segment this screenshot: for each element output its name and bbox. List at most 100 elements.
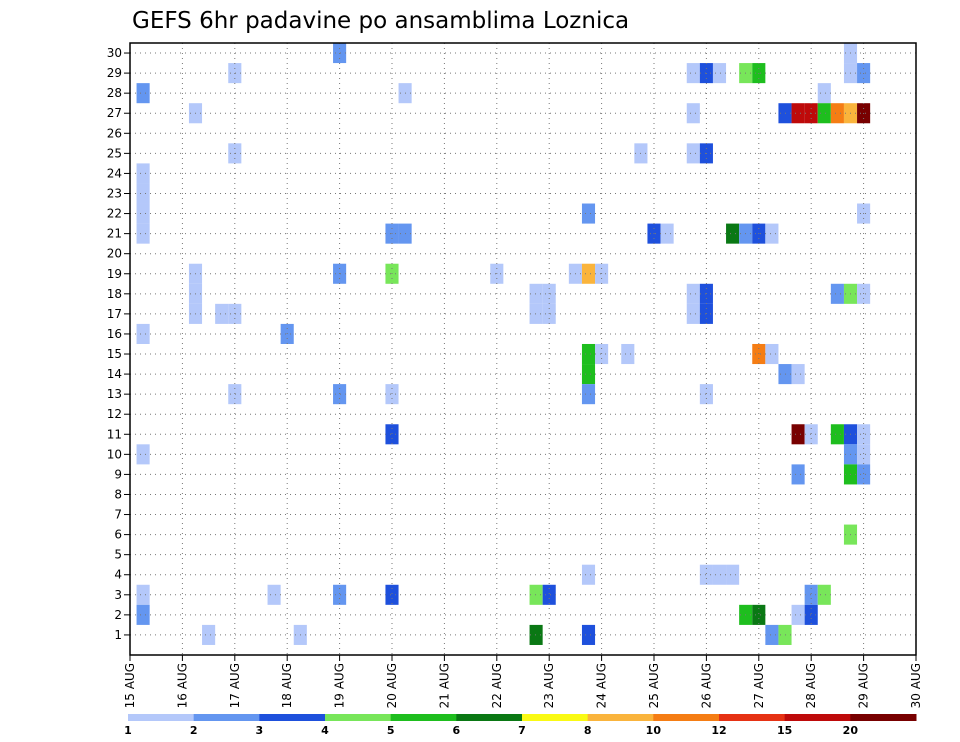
- heatmap-cell: [385, 384, 399, 405]
- heatmap-cell: [752, 343, 766, 365]
- heatmap-cell: [712, 63, 727, 84]
- heatmap-cell: [581, 364, 596, 385]
- colorbar-swatch: [587, 714, 654, 721]
- y-tick-label: 19: [107, 267, 122, 281]
- y-tick-label: 4: [114, 568, 122, 582]
- heatmap-cell: [830, 103, 844, 124]
- heatmap-cell: [215, 303, 229, 324]
- colorbar-swatch: [456, 714, 523, 721]
- colorbar-tick-label: 4: [321, 724, 329, 737]
- x-tick-label: 25 AUG: [647, 663, 661, 708]
- y-tick-label: 23: [107, 186, 122, 200]
- x-tick-label: 30 AUG: [909, 663, 923, 708]
- heatmap-cell: [581, 343, 596, 365]
- heatmap-cell: [385, 424, 399, 445]
- heatmap-cell: [686, 63, 700, 84]
- heatmap-cell: [686, 143, 700, 164]
- heatmap-cell: [542, 584, 556, 605]
- y-tick-label: 17: [107, 307, 122, 321]
- heatmap-cell: [581, 263, 596, 284]
- colorbar-swatch: [784, 714, 851, 721]
- heatmap-cell: [136, 83, 150, 104]
- heatmap-cell: [817, 584, 831, 605]
- heatmap-cell: [136, 203, 150, 224]
- heatmap-cell: [529, 624, 543, 645]
- y-tick-label: 26: [107, 126, 122, 140]
- heatmap-cell: [791, 464, 805, 485]
- colorbar-swatch: [390, 714, 457, 721]
- colorbar-tick-label: 3: [256, 724, 264, 737]
- heatmap-cell: [857, 424, 871, 445]
- heatmap-cell: [830, 283, 844, 304]
- x-axis-date-labels: 15 AUG 16 AUG 17 AUG 18 AUG 19 AUG 20 AUG 21 A…: [123, 655, 923, 708]
- heatmap-cell: [136, 223, 150, 244]
- heatmap-cell: [136, 163, 150, 184]
- colorbar-swatch: [719, 714, 786, 721]
- heatmap-cell: [333, 384, 347, 405]
- y-tick-label: 3: [114, 588, 122, 602]
- y-tick-label: 27: [107, 106, 122, 120]
- heatmap-cell: [660, 223, 674, 244]
- y-tick-label: 1: [114, 628, 122, 642]
- colorbar-tick-label: 1: [124, 724, 132, 737]
- heatmap-cell: [791, 364, 805, 385]
- heatmap-cell: [699, 384, 713, 405]
- y-tick-label: 30: [107, 46, 122, 60]
- heatmap-cell: [136, 323, 150, 344]
- y-tick-label: 6: [114, 528, 122, 542]
- colorbar-tick-label: 20: [843, 724, 859, 737]
- heatmap-cell: [804, 584, 818, 605]
- colorbar-swatch: [193, 714, 260, 721]
- heatmap-cell: [581, 624, 596, 645]
- y-tick-label: 25: [107, 146, 122, 160]
- colorbar-swatch: [325, 714, 392, 721]
- chart-title: GEFS 6hr padavine po ansamblima Loznica: [132, 8, 629, 34]
- colorbar-tick-label: 7: [518, 724, 526, 737]
- heatmap-cell: [712, 564, 727, 585]
- y-tick-label: 20: [107, 247, 122, 261]
- x-tick-label: 24 AUG: [595, 663, 609, 708]
- grid-lines: [130, 43, 916, 655]
- x-tick-label: 28 AUG: [804, 663, 818, 708]
- colorbar-swatch: [128, 714, 195, 721]
- colorbar-swatch: [259, 714, 326, 721]
- heatmap-cell: [621, 343, 635, 365]
- x-tick-label: 21 AUG: [437, 663, 451, 708]
- heatmap-cell: [791, 424, 805, 445]
- y-tick-label: 28: [107, 86, 122, 100]
- heatmap-cell: [581, 203, 596, 224]
- x-tick-label: 20 AUG: [385, 663, 399, 708]
- heatmap-cell: [529, 303, 543, 324]
- y-tick-label: 14: [107, 367, 122, 381]
- colorbar-swatch: [653, 714, 720, 721]
- heatmap-cell: [385, 584, 399, 605]
- x-tick-label: 23 AUG: [542, 663, 556, 708]
- y-tick-label: 18: [107, 287, 122, 301]
- y-tick-label: 15: [107, 347, 122, 361]
- heatmap-cell: [529, 584, 543, 605]
- colorbar-tick-label: 10: [646, 724, 662, 737]
- heatmap-cell: [857, 444, 871, 465]
- heatmap-cell: [699, 564, 713, 585]
- heatmap-cell: [136, 604, 150, 625]
- colorbar-legend: 1 2 3 4 5 6 7 8 10 12 15 20: [124, 714, 917, 737]
- x-tick-label: 15 AUG: [123, 663, 137, 708]
- y-tick-label: 21: [107, 227, 122, 241]
- x-tick-label: 27 AUG: [752, 663, 766, 708]
- y-tick-label: 5: [114, 548, 122, 562]
- y-axis-member-labels: 1234567891011121314151617181920212223242…: [107, 46, 130, 642]
- heatmap-cell: [791, 103, 805, 124]
- y-tick-label: 16: [107, 327, 122, 341]
- x-tick-label: 29 AUG: [857, 663, 871, 708]
- y-tick-label: 11: [107, 427, 122, 441]
- heatmap-cell: [581, 384, 596, 405]
- heatmap-cell: [333, 584, 347, 605]
- heatmap-cell: [529, 283, 543, 304]
- heatmap-cell: [686, 303, 700, 324]
- heatmap-cell: [726, 564, 740, 585]
- y-tick-label: 8: [114, 487, 122, 501]
- colorbar-tick-label: 2: [190, 724, 198, 737]
- y-tick-label: 29: [107, 66, 122, 80]
- heatmap-cell: [804, 604, 818, 625]
